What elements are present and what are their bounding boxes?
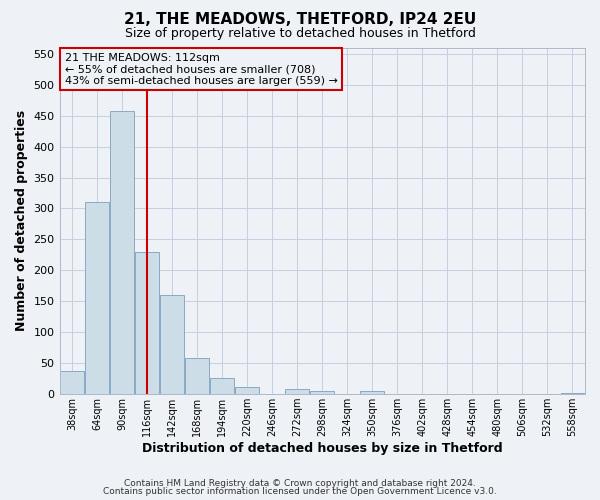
Bar bbox=[235, 386, 259, 394]
Bar bbox=[310, 391, 334, 394]
Bar bbox=[135, 252, 159, 394]
Bar bbox=[560, 393, 584, 394]
X-axis label: Distribution of detached houses by size in Thetford: Distribution of detached houses by size … bbox=[142, 442, 503, 455]
Bar bbox=[85, 202, 109, 394]
Text: Contains HM Land Registry data © Crown copyright and database right 2024.: Contains HM Land Registry data © Crown c… bbox=[124, 478, 476, 488]
Bar bbox=[160, 295, 184, 394]
Bar bbox=[60, 370, 84, 394]
Text: 21 THE MEADOWS: 112sqm
← 55% of detached houses are smaller (708)
43% of semi-de: 21 THE MEADOWS: 112sqm ← 55% of detached… bbox=[65, 52, 338, 86]
Bar bbox=[210, 378, 234, 394]
Text: Size of property relative to detached houses in Thetford: Size of property relative to detached ho… bbox=[125, 28, 475, 40]
Bar bbox=[185, 358, 209, 394]
Bar bbox=[286, 388, 309, 394]
Bar bbox=[110, 112, 134, 394]
Text: Contains public sector information licensed under the Open Government Licence v3: Contains public sector information licen… bbox=[103, 487, 497, 496]
Text: 21, THE MEADOWS, THETFORD, IP24 2EU: 21, THE MEADOWS, THETFORD, IP24 2EU bbox=[124, 12, 476, 28]
Y-axis label: Number of detached properties: Number of detached properties bbox=[15, 110, 28, 332]
Bar bbox=[361, 391, 384, 394]
